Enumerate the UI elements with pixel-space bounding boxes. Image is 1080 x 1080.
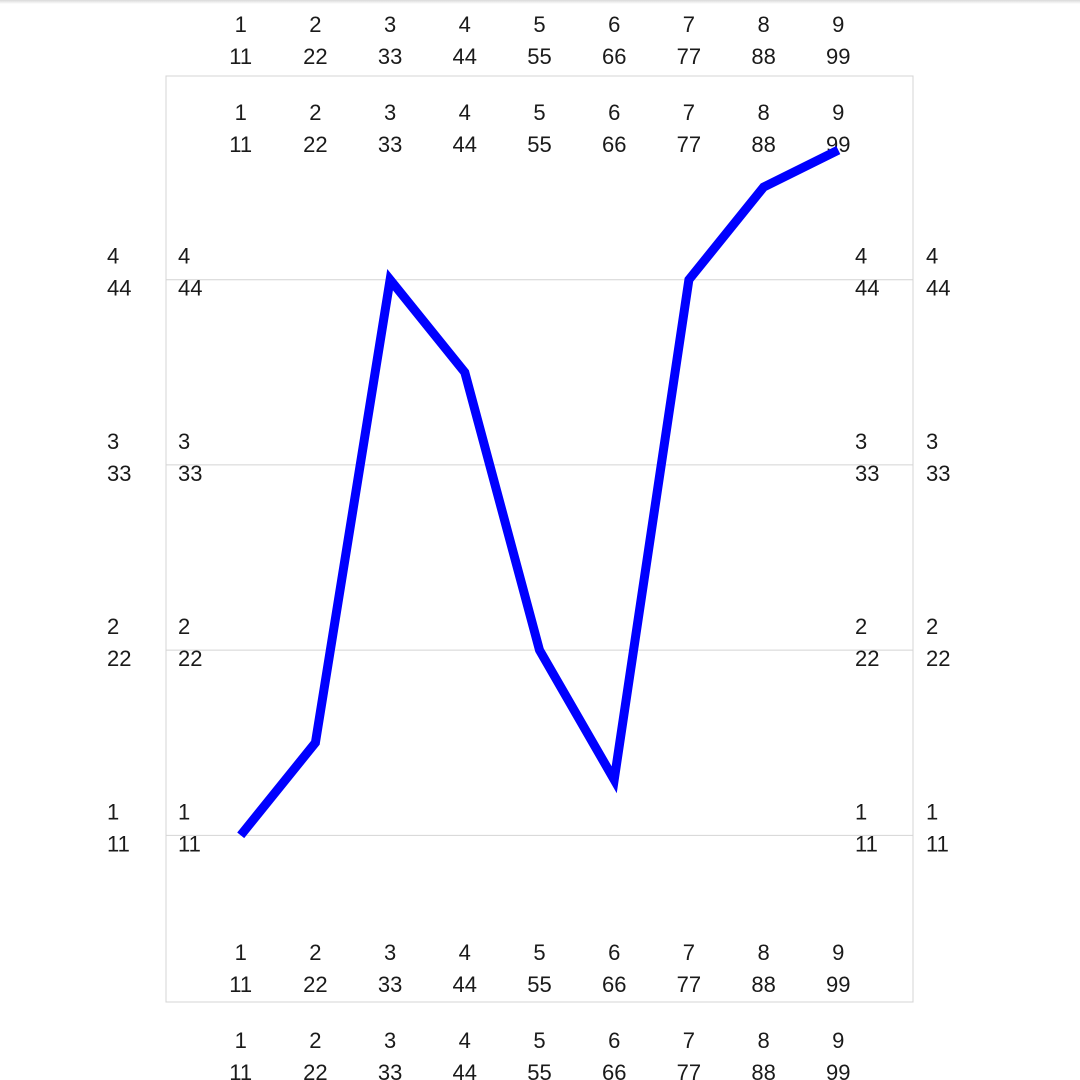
y-tick-label-inner-left-1: 1 11: [178, 799, 201, 856]
x-tick-label-inner-top-8: 8 88: [751, 100, 775, 157]
y-tick-label-outer-left-3: 3 33: [107, 429, 131, 486]
x-tick-label-inner-top-7: 7 77: [677, 100, 701, 157]
x-tick-label-outer-top-5: 5 55: [527, 12, 551, 69]
x-tick-label-inner-bottom-7: 7 77: [677, 940, 701, 997]
x-tick-label-inner-top-2: 2 22: [303, 100, 327, 157]
x-tick-label-inner-bottom-1: 1 11: [229, 940, 252, 997]
x-tick-label-inner-bottom-2: 2 22: [303, 940, 327, 997]
x-tick-label-outer-bottom-1: 1 11: [229, 1028, 252, 1080]
x-tick-label-outer-bottom-9: 9 99: [826, 1028, 850, 1080]
y-tick-label-outer-left-4: 4 44: [107, 244, 131, 301]
x-tick-label-outer-top-1: 1 11: [229, 12, 252, 69]
x-tick-label-inner-top-3: 3 33: [378, 100, 402, 157]
x-tick-label-outer-bottom-6: 6 66: [602, 1028, 626, 1080]
x-tick-label-outer-bottom-4: 4 44: [453, 1028, 477, 1080]
x-tick-label-outer-top-6: 6 66: [602, 12, 626, 69]
x-tick-label-outer-bottom-7: 7 77: [677, 1028, 701, 1080]
y-tick-label-outer-left-2: 2 22: [107, 614, 131, 671]
y-tick-label-outer-left-1: 1 11: [107, 799, 130, 856]
x-tick-label-outer-bottom-5: 5 55: [527, 1028, 551, 1080]
x-tick-label-outer-bottom-2: 2 22: [303, 1028, 327, 1080]
y-tick-label-inner-right-2: 2 22: [855, 614, 879, 671]
y-tick-label-inner-right-1: 1 11: [855, 799, 878, 856]
y-tick-label-inner-right-3: 3 33: [855, 429, 879, 486]
y-tick-label-outer-right-4: 4 44: [926, 244, 950, 301]
x-tick-label-inner-top-6: 6 66: [602, 100, 626, 157]
x-tick-label-inner-top-4: 4 44: [453, 100, 477, 157]
x-tick-label-inner-top-9: 9 99: [826, 100, 850, 157]
y-tick-label-outer-right-2: 2 22: [926, 614, 950, 671]
x-tick-label-inner-top-1: 1 11: [229, 100, 252, 157]
x-tick-label-inner-bottom-5: 5 55: [527, 940, 551, 997]
x-tick-label-outer-top-7: 7 77: [677, 12, 701, 69]
x-tick-label-outer-top-9: 9 99: [826, 12, 850, 69]
x-tick-label-outer-top-3: 3 33: [378, 12, 402, 69]
x-tick-label-inner-top-5: 5 55: [527, 100, 551, 157]
x-tick-label-inner-bottom-6: 6 66: [602, 940, 626, 997]
top-shadow: [0, 0, 1080, 4]
x-tick-label-outer-top-8: 8 88: [751, 12, 775, 69]
y-tick-label-outer-right-1: 1 11: [926, 799, 949, 856]
x-tick-label-inner-bottom-3: 3 33: [378, 940, 402, 997]
plot-frame: [165, 75, 914, 1003]
x-tick-label-inner-bottom-4: 4 44: [453, 940, 477, 997]
y-tick-label-outer-right-3: 3 33: [926, 429, 950, 486]
x-tick-label-inner-bottom-8: 8 88: [751, 940, 775, 997]
x-tick-label-outer-top-2: 2 22: [303, 12, 327, 69]
x-tick-label-outer-top-4: 4 44: [453, 12, 477, 69]
x-tick-label-inner-bottom-9: 9 99: [826, 940, 850, 997]
y-tick-label-inner-left-4: 4 44: [178, 244, 202, 301]
y-tick-label-inner-right-4: 4 44: [855, 244, 879, 301]
series-line-1: [237, 146, 841, 839]
y-tick-label-inner-left-3: 3 33: [178, 429, 202, 486]
y-tick-label-inner-left-2: 2 22: [178, 614, 202, 671]
x-tick-label-outer-bottom-3: 3 33: [378, 1028, 402, 1080]
x-tick-label-outer-bottom-8: 8 88: [751, 1028, 775, 1080]
